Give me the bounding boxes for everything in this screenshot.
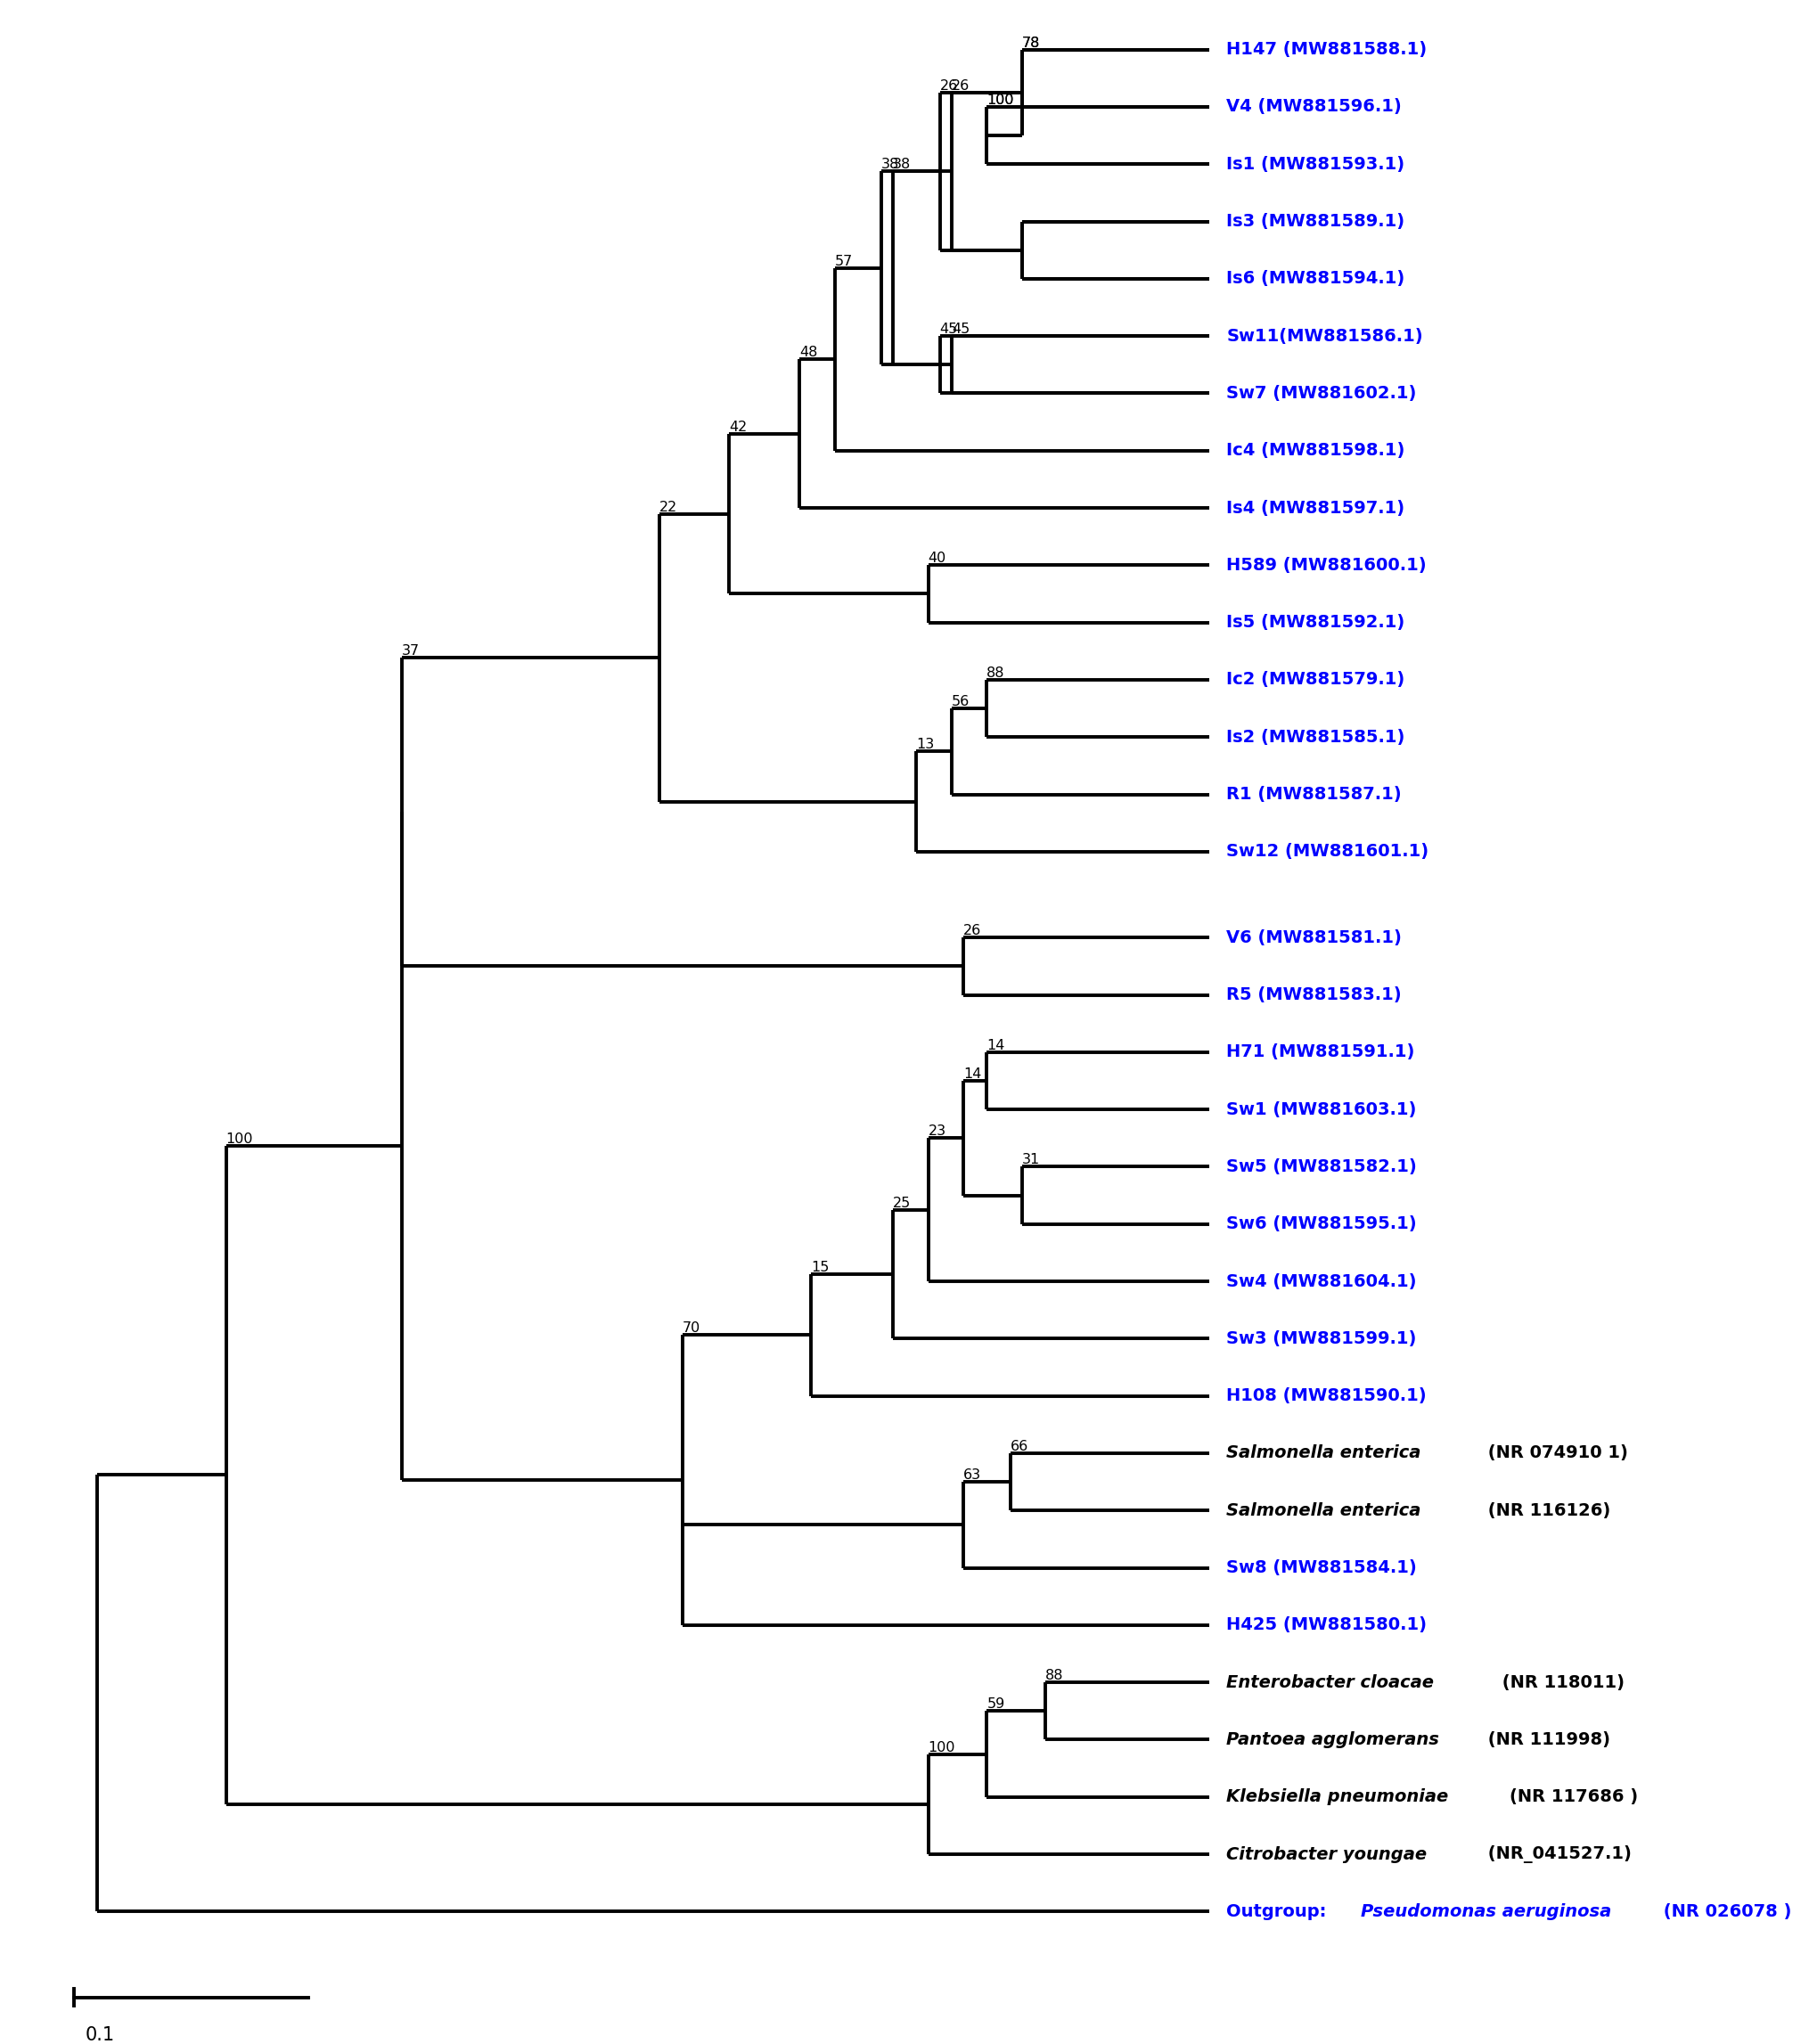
Text: 88: 88 [986,666,1004,681]
Text: 70: 70 [682,1322,700,1335]
Text: 59: 59 [986,1699,1004,1711]
Text: 57: 57 [834,256,852,268]
Text: Sw11(MW881586.1): Sw11(MW881586.1) [1227,327,1422,345]
Text: 78: 78 [1022,37,1040,49]
Text: V6 (MW881581.1): V6 (MW881581.1) [1227,930,1402,946]
Text: 14: 14 [986,1038,1004,1053]
Text: Is5 (MW881592.1): Is5 (MW881592.1) [1227,613,1404,632]
Text: Is3 (MW881589.1): Is3 (MW881589.1) [1227,213,1404,229]
Text: Is4 (MW881597.1): Is4 (MW881597.1) [1227,499,1404,517]
Text: 100: 100 [986,94,1013,106]
Text: 100: 100 [986,94,1013,106]
Text: 26: 26 [939,80,957,92]
Text: Sw6 (MW881595.1): Sw6 (MW881595.1) [1227,1216,1416,1233]
Text: H71 (MW881591.1): H71 (MW881591.1) [1227,1044,1415,1061]
Text: 31: 31 [1022,1153,1040,1167]
Text: (NR 117686 ): (NR 117686 ) [1509,1788,1637,1805]
Text: 88: 88 [1046,1670,1064,1682]
Text: 100: 100 [928,1741,955,1754]
Text: 48: 48 [800,345,818,360]
Text: 15: 15 [810,1261,829,1273]
Text: H108 (MW881590.1): H108 (MW881590.1) [1227,1388,1425,1404]
Text: (NR 111998): (NR 111998) [1482,1731,1610,1748]
Text: 26: 26 [962,924,980,938]
Text: Is2 (MW881585.1): Is2 (MW881585.1) [1227,728,1404,746]
Text: Salmonella enterica: Salmonella enterica [1227,1445,1420,1461]
Text: 22: 22 [658,501,677,513]
Text: 38: 38 [892,157,910,172]
Text: 66: 66 [1009,1439,1028,1453]
Text: Citrobacter youngae: Citrobacter youngae [1227,1846,1427,1862]
Text: 23: 23 [928,1124,946,1139]
Text: Ic4 (MW881598.1): Ic4 (MW881598.1) [1227,442,1404,460]
Text: 100: 100 [226,1132,253,1147]
Text: 78: 78 [1022,37,1040,49]
Text: (NR 074910 1): (NR 074910 1) [1482,1445,1628,1461]
Text: Sw7 (MW881602.1): Sw7 (MW881602.1) [1227,384,1416,403]
Text: Ic2 (MW881579.1): Ic2 (MW881579.1) [1227,670,1404,689]
Text: (NR 116126): (NR 116126) [1482,1502,1610,1519]
Text: Pantoea agglomerans: Pantoea agglomerans [1227,1731,1438,1748]
Text: Enterobacter cloacae: Enterobacter cloacae [1227,1674,1433,1690]
Text: H147 (MW881588.1): H147 (MW881588.1) [1227,41,1427,57]
Text: R5 (MW881583.1): R5 (MW881583.1) [1227,987,1402,1004]
Text: V4 (MW881596.1): V4 (MW881596.1) [1227,98,1402,114]
Text: 37: 37 [402,644,420,658]
Text: H589 (MW881600.1): H589 (MW881600.1) [1227,556,1425,574]
Text: 14: 14 [962,1067,980,1081]
Text: 42: 42 [729,421,747,433]
Text: Sw5 (MW881582.1): Sw5 (MW881582.1) [1227,1159,1416,1175]
Text: (NR_041527.1): (NR_041527.1) [1482,1846,1632,1864]
Text: Pseudomonas aeruginosa: Pseudomonas aeruginosa [1360,1903,1612,1919]
Text: (NR 026078 ): (NR 026078 ) [1657,1903,1791,1919]
Text: Salmonella enterica: Salmonella enterica [1227,1502,1420,1519]
Text: Sw1 (MW881603.1): Sw1 (MW881603.1) [1227,1102,1416,1118]
Text: 40: 40 [928,552,946,566]
Text: Sw8 (MW881584.1): Sw8 (MW881584.1) [1227,1560,1416,1576]
Text: H425 (MW881580.1): H425 (MW881580.1) [1227,1617,1427,1633]
Text: Is1 (MW881593.1): Is1 (MW881593.1) [1227,155,1404,172]
Text: (NR 118011): (NR 118011) [1494,1674,1623,1690]
Text: Sw12 (MW881601.1): Sw12 (MW881601.1) [1227,844,1429,861]
Text: 56: 56 [952,695,970,709]
Text: 0.1: 0.1 [85,2026,116,2044]
Text: 26: 26 [952,80,970,92]
Text: 25: 25 [892,1196,910,1210]
Text: R1 (MW881587.1): R1 (MW881587.1) [1227,785,1402,803]
Text: Is6 (MW881594.1): Is6 (MW881594.1) [1227,270,1404,288]
Text: 13: 13 [915,738,933,752]
Text: Outgroup:: Outgroup: [1227,1903,1331,1919]
Text: 38: 38 [881,157,899,172]
Text: 45: 45 [952,323,970,335]
Text: 45: 45 [939,323,957,335]
Text: Klebsiella pneumoniae: Klebsiella pneumoniae [1227,1788,1447,1805]
Text: Sw4 (MW881604.1): Sw4 (MW881604.1) [1227,1273,1416,1290]
Text: 63: 63 [962,1468,980,1482]
Text: Sw3 (MW881599.1): Sw3 (MW881599.1) [1227,1331,1416,1347]
